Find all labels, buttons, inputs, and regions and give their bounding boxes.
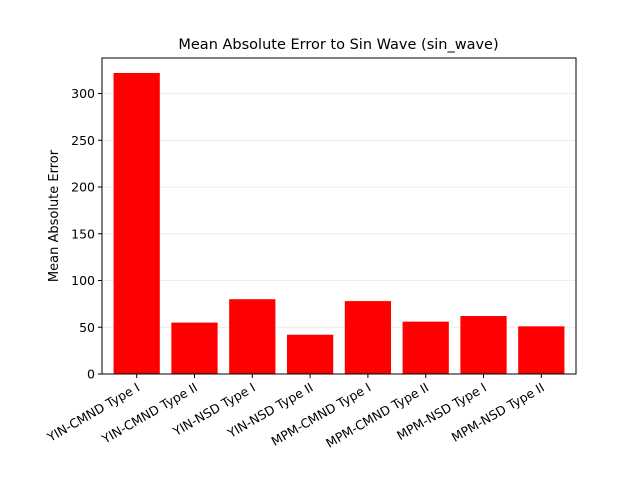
y-tick-label: 100: [71, 273, 95, 288]
y-axis-label: Mean Absolute Error: [47, 149, 62, 282]
bar: [286, 334, 334, 374]
x-tick-label: MPM-CMND Type I: [269, 380, 374, 449]
x-tick-label: YIN-CMND Type II: [98, 380, 200, 447]
x-tick-label: MPM-CMND Type II: [323, 380, 431, 451]
y-tick-label: 300: [71, 86, 95, 101]
y-tick-label: 0: [87, 367, 95, 382]
bar: [113, 72, 160, 374]
bar: [402, 321, 449, 374]
grid-lines: [102, 93, 576, 328]
chart-title: Mean Absolute Error to Sin Wave (sin_wav…: [178, 37, 498, 53]
bar: [344, 301, 392, 374]
x-tick-label: YIN-CMND Type I: [44, 380, 142, 446]
bar: [460, 316, 507, 374]
bar: [171, 322, 218, 374]
plot-frame: [101, 57, 577, 375]
y-tick-label: 50: [79, 320, 95, 335]
bars: [113, 72, 565, 374]
bar: [229, 299, 276, 374]
y-axis: 0 50 100 150 200 250 300: [71, 86, 102, 382]
y-tick-label: 150: [71, 226, 95, 241]
bar: [518, 326, 565, 374]
y-tick-label: 250: [71, 133, 95, 148]
y-tick-label: 200: [71, 180, 95, 195]
